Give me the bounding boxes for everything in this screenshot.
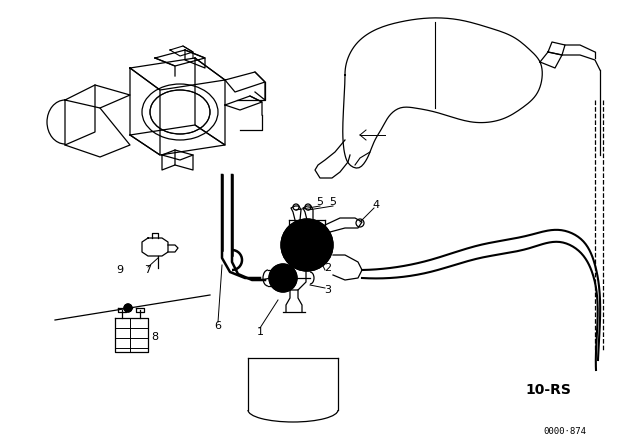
Text: 1: 1	[257, 327, 264, 337]
Text: 5: 5	[317, 197, 323, 207]
Text: 3: 3	[324, 285, 332, 295]
Circle shape	[297, 235, 317, 255]
Circle shape	[269, 264, 297, 292]
Text: 7: 7	[145, 265, 152, 275]
Text: 10-RS: 10-RS	[525, 383, 571, 397]
Text: 4: 4	[372, 200, 380, 210]
Circle shape	[124, 304, 132, 312]
Text: 0000·874: 0000·874	[543, 427, 586, 436]
Text: 2: 2	[324, 263, 332, 273]
Circle shape	[281, 219, 333, 271]
Text: 8: 8	[152, 332, 159, 342]
Text: 9: 9	[116, 265, 124, 275]
Text: 6: 6	[214, 321, 221, 331]
Text: 5: 5	[330, 197, 337, 207]
